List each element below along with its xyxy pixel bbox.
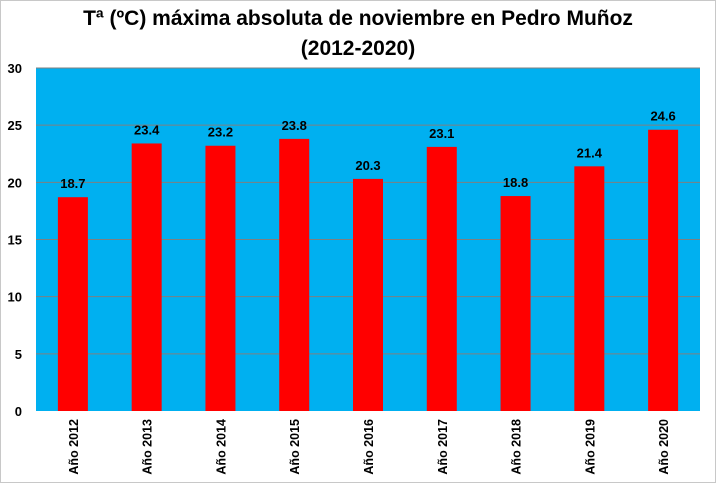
bar: [279, 138, 310, 412]
data-label: 23.1: [429, 126, 454, 141]
y-tick-label: 5: [15, 347, 22, 362]
x-tick-label: Año 2020: [657, 419, 671, 475]
y-tick-label: 25: [8, 118, 22, 133]
bar: [426, 146, 457, 411]
data-label: 18.8: [503, 175, 528, 190]
chart-title: Tª (ºC) máxima absoluta de noviembre en …: [0, 4, 716, 64]
data-label: 24.6: [650, 109, 675, 124]
x-tick-label: Año 2013: [141, 419, 155, 475]
x-tick-label: Año 2017: [436, 419, 450, 475]
bar: [574, 166, 605, 411]
data-label: 18.7: [60, 176, 85, 191]
x-axis-tick-labels: Año 2012 Año 2013 Año 2014 Año 2015 Año 2016…: [67, 419, 671, 475]
y-tick-label: 30: [8, 61, 22, 76]
x-tick-label: Año 2012: [67, 419, 81, 475]
x-tick-label: Año 2015: [288, 419, 302, 475]
data-labels: 18.7 23.4 23.2 23.8 20.3 23.1 18.8 21.4 24.6: [60, 109, 676, 191]
data-label: 23.8: [282, 118, 307, 133]
data-label: 20.3: [355, 158, 380, 173]
bar: [205, 145, 236, 411]
bar: [353, 178, 383, 411]
y-tick-label: 10: [8, 290, 22, 305]
y-tick-label: 15: [8, 233, 22, 248]
chart-title-line-1: Tª (ºC) máxima absoluta de noviembre en …: [83, 7, 633, 30]
y-axis-tick-labels: 0 5 10 15 20 25 30: [8, 61, 22, 419]
x-tick-label: Año 2016: [362, 419, 376, 475]
bar: [57, 197, 88, 411]
data-label: 23.2: [208, 125, 233, 140]
data-label: 23.4: [134, 122, 160, 137]
y-tick-label: 20: [8, 175, 22, 190]
x-tick-label: Año 2019: [583, 419, 597, 475]
chart-title-line-2: (2012-2020): [300, 37, 416, 60]
x-tick-label: Año 2014: [214, 419, 228, 475]
y-tick-label: 0: [15, 404, 22, 419]
bar: [648, 129, 679, 412]
data-label: 21.4: [577, 145, 603, 160]
x-tick-label: Año 2018: [510, 419, 524, 475]
bar: [500, 196, 531, 411]
bar: [131, 143, 162, 411]
bars: [57, 129, 679, 412]
